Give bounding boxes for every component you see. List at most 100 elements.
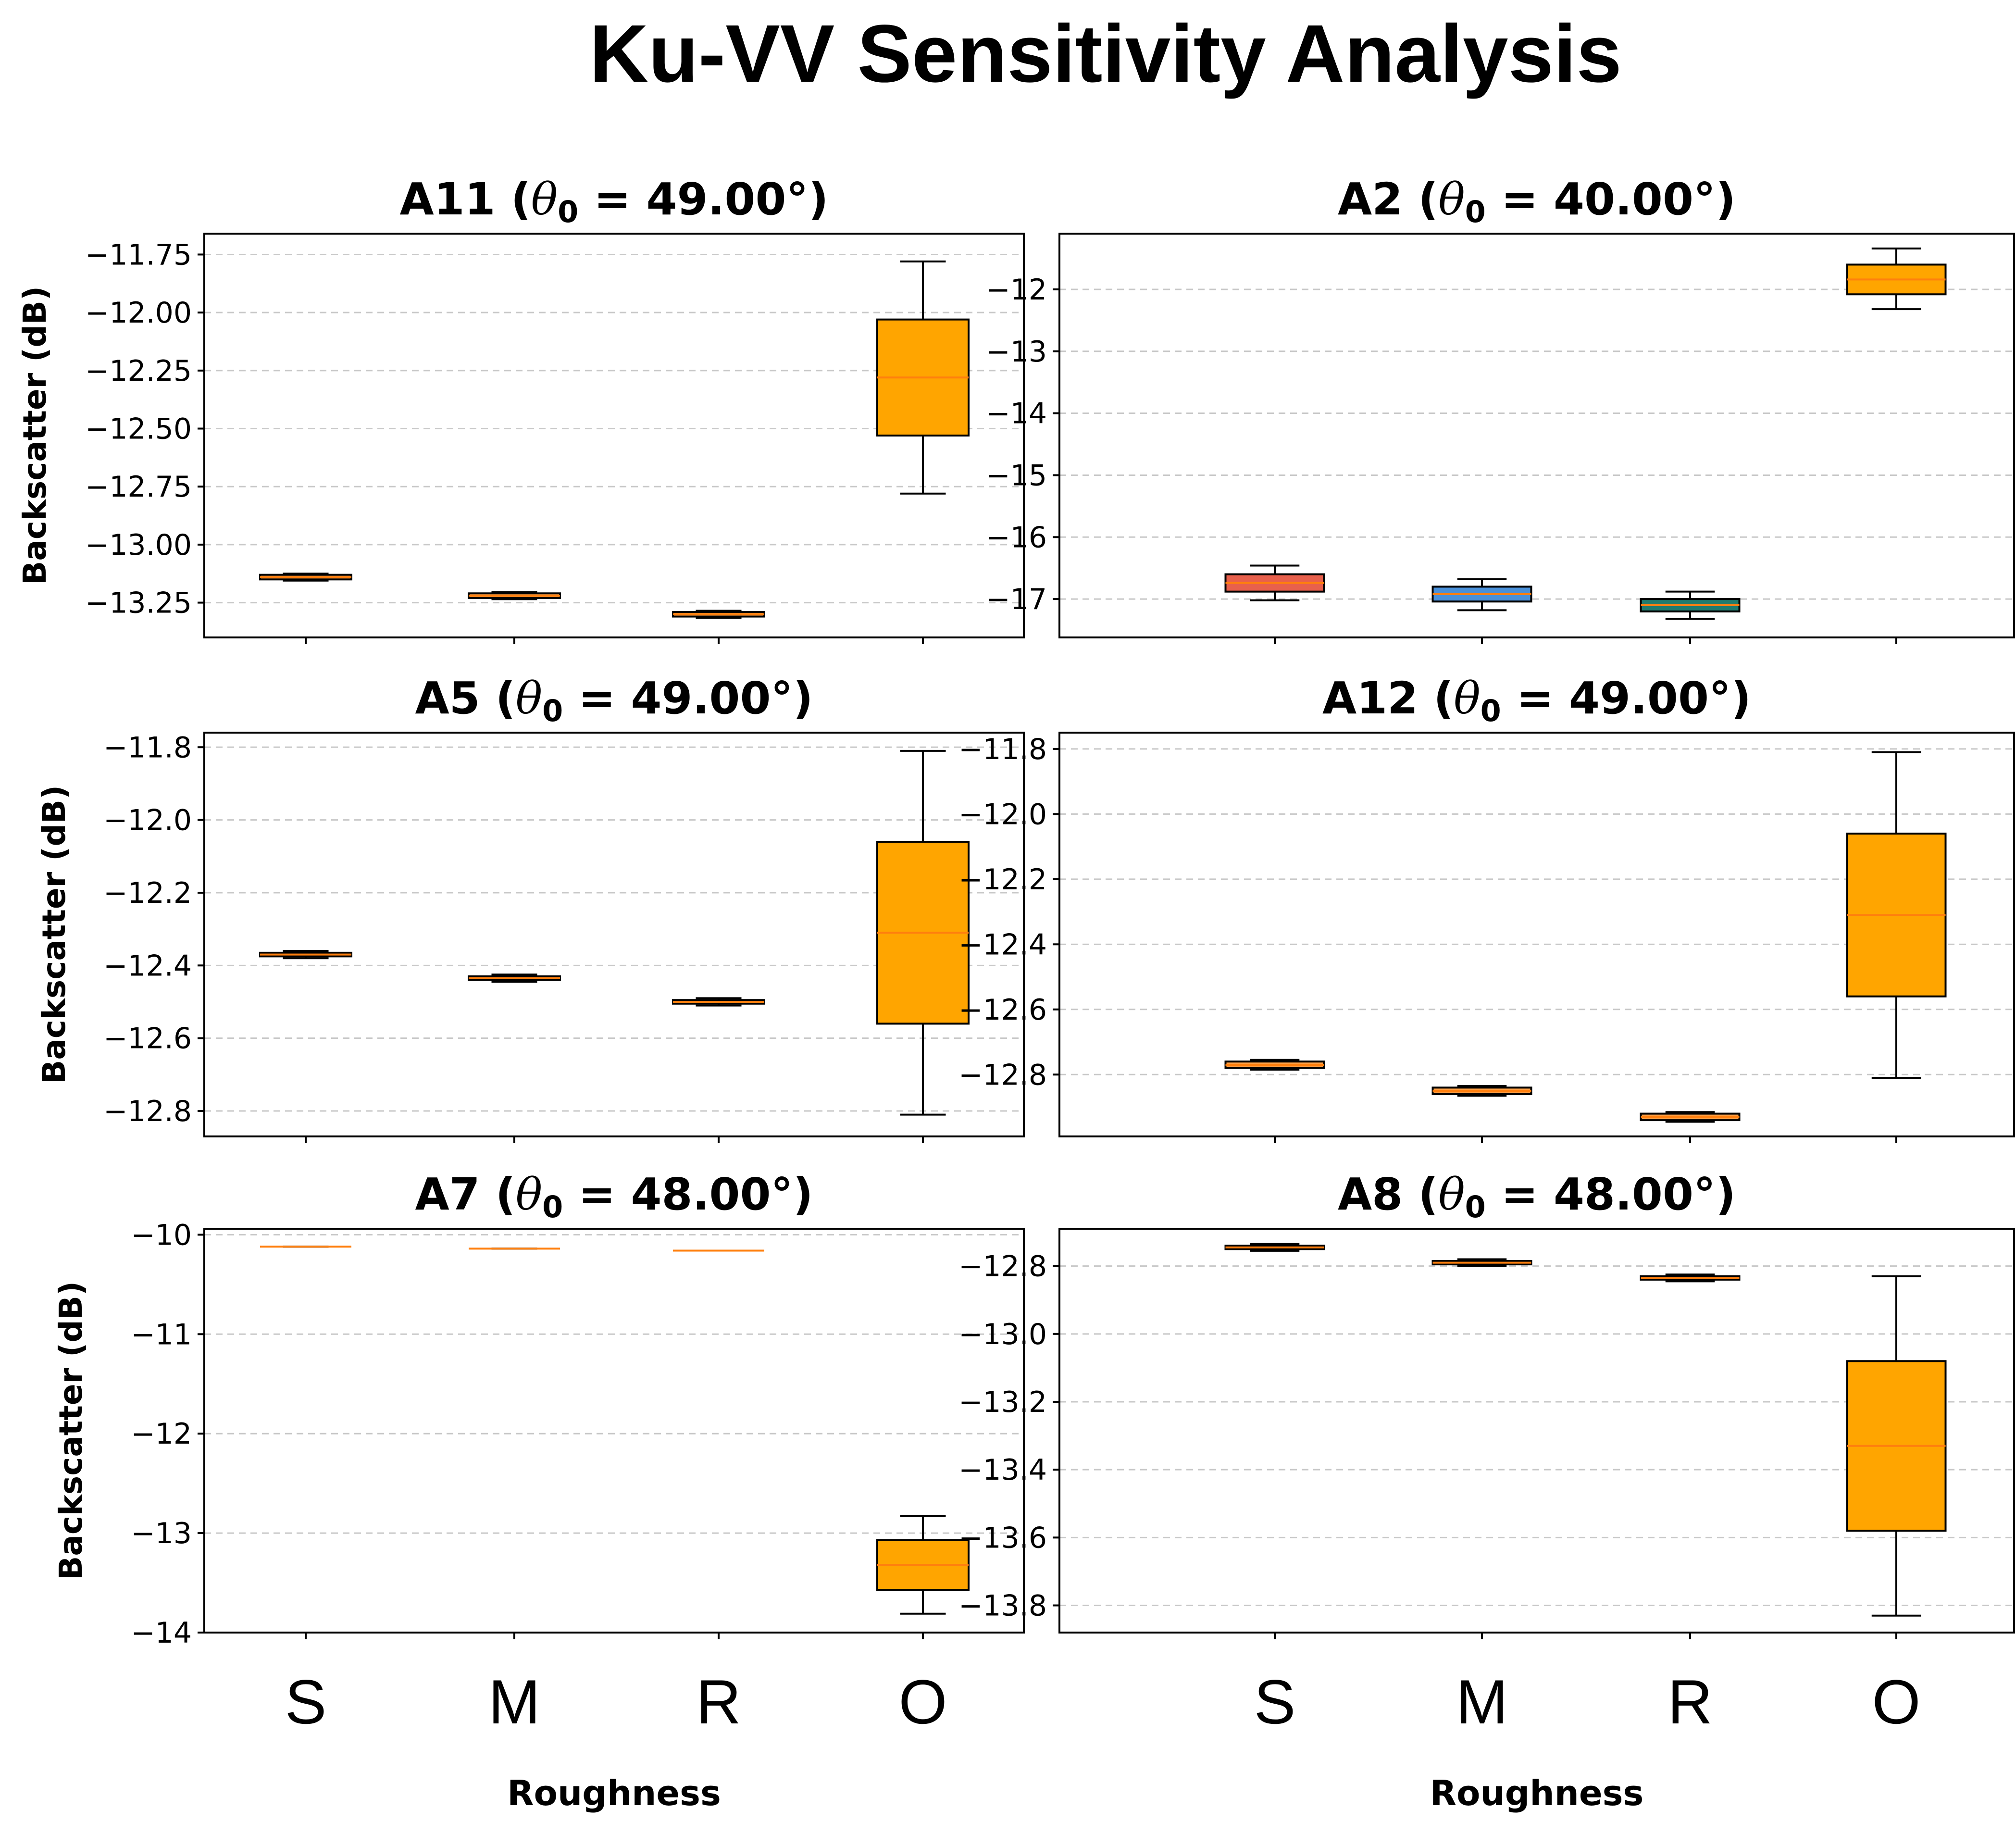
- subplot-title-label: A11: [399, 174, 495, 225]
- theta-subscript: 0: [542, 693, 563, 728]
- subplot-title-paren-open: (: [480, 673, 516, 724]
- x-category-label: M: [1456, 1667, 1508, 1737]
- box-m: [468, 591, 561, 600]
- y-tick-label: −12.8: [103, 1095, 192, 1128]
- y-tick-label: −12: [986, 273, 1047, 307]
- y-tick-label: −12.8: [958, 1058, 1047, 1092]
- y-tick-label: −12.4: [958, 928, 1047, 961]
- y-tick-label: −11.75: [85, 238, 192, 272]
- subplot-title-angle: = 48.00°): [563, 1169, 813, 1220]
- subplot-title: A12 (θ0 = 49.00°): [1322, 673, 1751, 728]
- subplot-title-paren-open: (: [1403, 1169, 1438, 1220]
- box-m: [1431, 1258, 1532, 1267]
- subplot-a7: −10 −11 −12 −13 −14 A7 (θ0 = 48.00°) Backscatt…: [52, 1169, 1025, 1813]
- y-tick-label: −12.8: [958, 1250, 1047, 1284]
- theta-symbol: θ: [1454, 673, 1480, 724]
- x-axis-label: Roughness: [507, 1773, 721, 1813]
- y-tick-label: −14: [131, 1616, 192, 1650]
- x-category-label: R: [696, 1667, 741, 1737]
- y-tick-label: −12.0: [103, 804, 192, 837]
- subplot-a5: −11.8 −12.0 −12.2 −12.4 −12.6 −12.8 A5 (θ0 = 4…: [36, 673, 1025, 1143]
- box-o: [876, 1515, 970, 1615]
- box-o: [1846, 1275, 1947, 1617]
- theta-subscript: 0: [1465, 1189, 1486, 1224]
- subplot-a8: −12.8 −13.0 −13.2 −13.4 −13.6 −13.8 A8 (θ0 = 4…: [958, 1169, 2015, 1813]
- theta-subscript: 0: [542, 1189, 563, 1224]
- y-tick-label: −12.25: [85, 354, 192, 388]
- y-tick-label: −15: [986, 459, 1047, 492]
- plot-frame: [203, 732, 1025, 1137]
- subplot-title-angle: = 49.00°): [1501, 673, 1751, 724]
- y-tick-label: −12.75: [85, 470, 192, 504]
- theta-subscript: 0: [1465, 194, 1486, 229]
- box-m: [468, 973, 561, 983]
- y-tick-label: −12.2: [103, 876, 192, 910]
- y-tick-label: −11.8: [103, 731, 192, 764]
- subplot-title-paren-open: (: [1403, 174, 1438, 225]
- box-r: [672, 997, 765, 1007]
- subplot-title-label: A5: [415, 673, 480, 724]
- subplot-title: A7 (θ0 = 48.00°): [415, 1169, 813, 1224]
- y-tick-label: −14: [986, 397, 1047, 431]
- box-s: [259, 573, 352, 582]
- box-r: [1640, 590, 1741, 620]
- y-axis-label: Backscatter (dB): [36, 785, 73, 1084]
- y-tick-label: −17: [986, 583, 1047, 616]
- subplot-a2: −12 −13 −14 −15 −16 −17 A2 (θ0 = 40.00°): [986, 174, 2015, 644]
- box-s: [1224, 1243, 1325, 1252]
- subplot-title-label: A2: [1338, 174, 1403, 225]
- theta-symbol: θ: [1438, 174, 1465, 225]
- y-tick-label: −13.6: [958, 1521, 1047, 1555]
- box-r: [1640, 1273, 1741, 1283]
- y-tick-label: −11.8: [958, 733, 1047, 766]
- subplot-title: A8 (θ0 = 48.00°): [1338, 1169, 1736, 1224]
- subplot-title-angle: = 49.00°): [578, 174, 828, 225]
- plot-frame: [1058, 1228, 2015, 1634]
- y-tick-label: −13.0: [958, 1318, 1047, 1351]
- subplot-title-label: A7: [415, 1169, 480, 1220]
- y-tick-label: −12: [131, 1417, 192, 1451]
- y-tick-label: −12.6: [958, 993, 1047, 1027]
- x-category-label: M: [488, 1667, 540, 1737]
- theta-subscript: 0: [1481, 693, 1501, 728]
- subplot-a11: −11.75 −12.00 −12.25 −12.50 −12.75 −13.00 −13.…: [16, 174, 1025, 644]
- subplot-title-angle: = 40.00°): [1486, 174, 1736, 225]
- y-tick-label: −12.50: [85, 412, 192, 446]
- theta-symbol: θ: [516, 673, 542, 724]
- plot-frame: [1058, 732, 2015, 1137]
- theta-subscript: 0: [558, 194, 578, 229]
- subplot-title-label: A12: [1322, 673, 1418, 724]
- x-category-label: O: [898, 1667, 947, 1737]
- subplot-title-paren-open: (: [480, 1169, 516, 1220]
- theta-symbol: θ: [531, 174, 558, 225]
- theta-symbol: θ: [1438, 1169, 1465, 1220]
- plot-frame: [203, 1228, 1025, 1634]
- box-o: [1846, 751, 1947, 1079]
- box-m: [1431, 578, 1532, 611]
- figure-title: Ku-VV Sensitivity Analysis: [589, 8, 1622, 100]
- box-s: [1224, 564, 1325, 601]
- y-tick-label: −13.8: [958, 1589, 1047, 1623]
- y-tick-label: −12.2: [958, 863, 1047, 897]
- x-axis-label: Roughness: [1430, 1773, 1644, 1813]
- subplot-title: A11 (θ0 = 49.00°): [399, 174, 828, 229]
- y-tick-label: −11: [131, 1318, 192, 1351]
- box-o: [876, 260, 970, 495]
- y-tick-label: −13.00: [85, 528, 192, 562]
- y-tick-label: −13.2: [958, 1385, 1047, 1419]
- plot-frame: [1058, 233, 2015, 638]
- x-category-label: O: [1872, 1667, 1920, 1737]
- x-category-label: R: [1668, 1667, 1713, 1737]
- y-tick-label: −12.00: [85, 296, 192, 330]
- y-tick-label: −10: [131, 1218, 192, 1252]
- subplot-grid: −11.75−12.00−12.25−12.50−12.75−13.00−13.…: [16, 174, 2015, 1813]
- box-o: [876, 749, 970, 1116]
- subplot-title-angle: = 49.00°): [563, 673, 813, 724]
- x-category-label: S: [1254, 1667, 1296, 1737]
- y-tick-label: −13: [986, 335, 1047, 369]
- y-tick-label: −13.4: [958, 1453, 1047, 1487]
- box-m: [1431, 1085, 1532, 1097]
- plot-frame: [203, 233, 1025, 638]
